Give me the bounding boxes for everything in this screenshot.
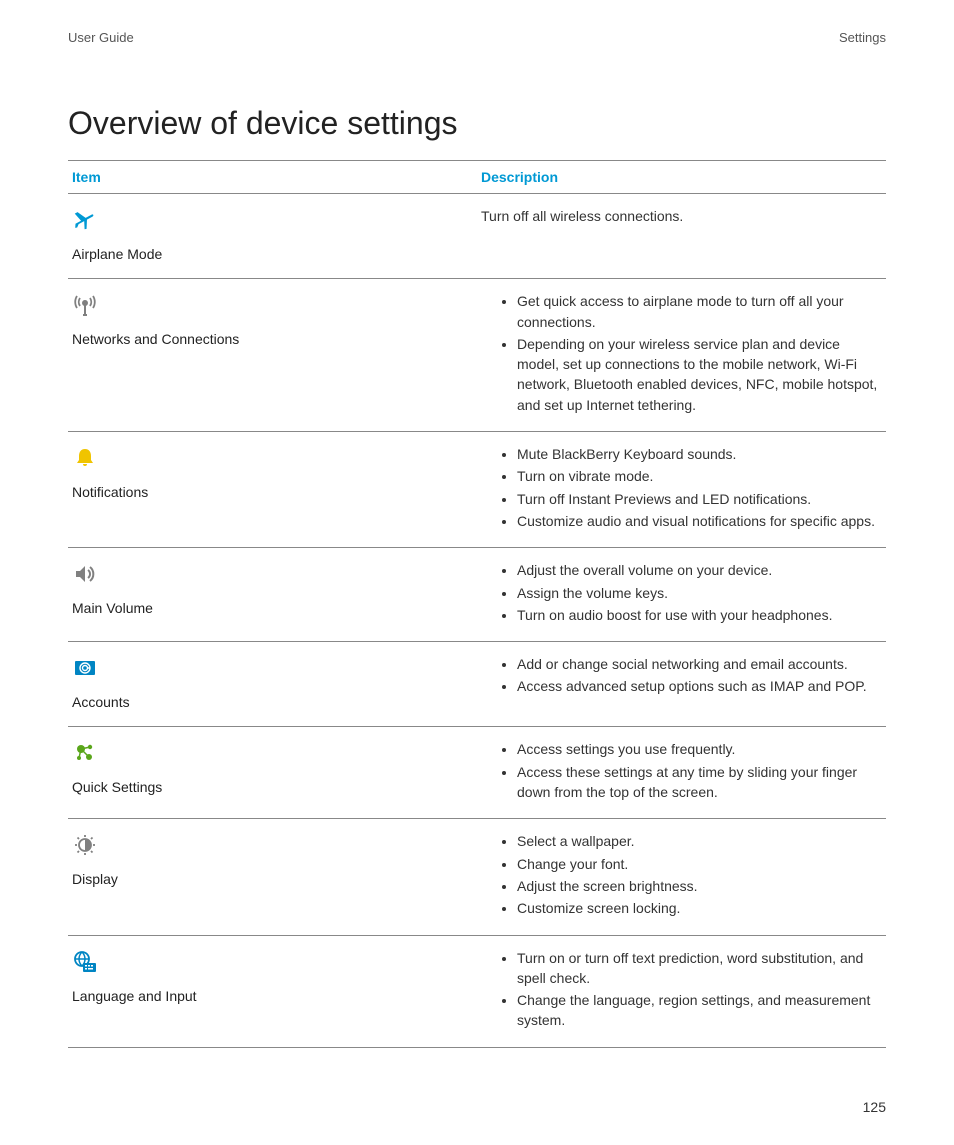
item-label: Airplane Mode xyxy=(72,244,473,264)
list-item: Get quick access to airplane mode to tur… xyxy=(517,291,882,332)
table-row: Notifications Mute BlackBerry Keyboard so… xyxy=(68,432,886,548)
table-row: Language and Input Turn on or turn off te… xyxy=(68,935,886,1047)
item-label: Language and Input xyxy=(72,986,473,1006)
description-cell: Get quick access to airplane mode to tur… xyxy=(477,279,886,432)
list-item: Add or change social networking and emai… xyxy=(517,654,882,674)
settings-table: Item Description Airplane Mode Turn off a… xyxy=(68,160,886,1048)
airplane-icon xyxy=(72,206,473,234)
table-row: Networks and Connections Get quick access… xyxy=(68,279,886,432)
list-item: Assign the volume keys. xyxy=(517,583,882,603)
table-row: Display Select a wallpaper. Change your fo… xyxy=(68,819,886,935)
item-label: Quick Settings xyxy=(72,777,473,797)
description-text: Turn off all wireless connections. xyxy=(481,206,882,226)
description-list: Get quick access to airplane mode to tur… xyxy=(481,291,882,415)
item-cell: Airplane Mode xyxy=(68,194,477,279)
col-header-description: Description xyxy=(477,161,886,194)
item-label: Networks and Connections xyxy=(72,329,473,349)
table-row: Quick Settings Access settings you use fr… xyxy=(68,727,886,819)
item-cell: Notifications xyxy=(68,432,477,548)
item-label: Accounts xyxy=(72,692,473,712)
list-item: Adjust the overall volume on your device… xyxy=(517,560,882,580)
accounts-icon xyxy=(72,654,473,682)
page-number: 125 xyxy=(863,1099,886,1115)
header-right: Settings xyxy=(839,30,886,45)
table-row: Main Volume Adjust the overall volume on … xyxy=(68,548,886,642)
table-row: Accounts Add or change social networking … xyxy=(68,642,886,727)
list-item: Select a wallpaper. xyxy=(517,831,882,851)
description-cell: Add or change social networking and emai… xyxy=(477,642,886,727)
list-item: Mute BlackBerry Keyboard sounds. xyxy=(517,444,882,464)
item-label: Notifications xyxy=(72,482,473,502)
col-header-item: Item xyxy=(68,161,477,194)
description-cell: Adjust the overall volume on your device… xyxy=(477,548,886,642)
quick-settings-icon xyxy=(72,739,473,767)
list-item: Access these settings at any time by sli… xyxy=(517,762,882,803)
bell-icon xyxy=(72,444,473,472)
table-row: Airplane Mode Turn off all wireless conne… xyxy=(68,194,886,279)
volume-icon xyxy=(72,560,473,588)
list-item: Turn on or turn off text prediction, wor… xyxy=(517,948,882,989)
description-cell: Access settings you use frequently. Acces… xyxy=(477,727,886,819)
list-item: Access advanced setup options such as IM… xyxy=(517,676,882,696)
list-item: Change the language, region settings, an… xyxy=(517,990,882,1031)
description-cell: Turn off all wireless connections. xyxy=(477,194,886,279)
list-item: Turn on vibrate mode. xyxy=(517,466,882,486)
description-cell: Turn on or turn off text prediction, wor… xyxy=(477,935,886,1047)
list-item: Customize screen locking. xyxy=(517,898,882,918)
page-header: User Guide Settings xyxy=(68,30,886,45)
description-cell: Select a wallpaper. Change your font.Adju… xyxy=(477,819,886,935)
display-icon xyxy=(72,831,473,859)
item-cell: Quick Settings xyxy=(68,727,477,819)
item-cell: Language and Input xyxy=(68,935,477,1047)
description-list: Add or change social networking and emai… xyxy=(481,654,882,697)
item-label: Display xyxy=(72,869,473,889)
antenna-icon xyxy=(72,291,473,319)
page-title: Overview of device settings xyxy=(68,105,886,142)
list-item: Customize audio and visual notifications… xyxy=(517,511,882,531)
language-icon xyxy=(72,948,473,976)
item-cell: Networks and Connections xyxy=(68,279,477,432)
header-left: User Guide xyxy=(68,30,134,45)
item-cell: Main Volume xyxy=(68,548,477,642)
item-cell: Accounts xyxy=(68,642,477,727)
item-label: Main Volume xyxy=(72,598,473,618)
list-item: Change your font. xyxy=(517,854,882,874)
list-item: Turn on audio boost for use with your he… xyxy=(517,605,882,625)
item-cell: Display xyxy=(68,819,477,935)
description-list: Select a wallpaper. Change your font.Adju… xyxy=(481,831,882,918)
list-item: Turn off Instant Previews and LED notifi… xyxy=(517,489,882,509)
list-item: Depending on your wireless service plan … xyxy=(517,334,882,415)
description-list: Adjust the overall volume on your device… xyxy=(481,560,882,625)
list-item: Adjust the screen brightness. xyxy=(517,876,882,896)
description-list: Access settings you use frequently. Acces… xyxy=(481,739,882,802)
description-list: Turn on or turn off text prediction, wor… xyxy=(481,948,882,1031)
description-cell: Mute BlackBerry Keyboard sounds.Turn on … xyxy=(477,432,886,548)
description-list: Mute BlackBerry Keyboard sounds.Turn on … xyxy=(481,444,882,531)
list-item: Access settings you use frequently. xyxy=(517,739,882,759)
